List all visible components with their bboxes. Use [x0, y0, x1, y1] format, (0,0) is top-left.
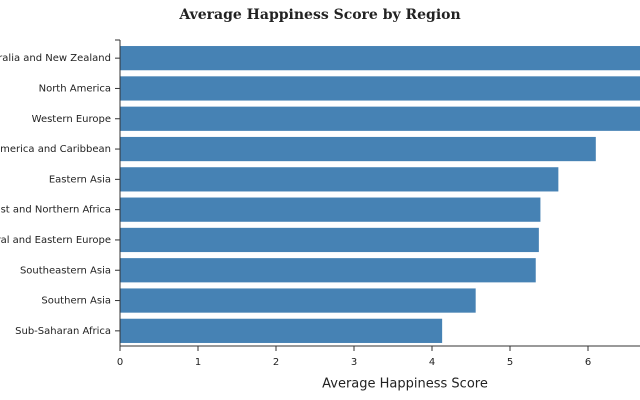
y-tick-label: Central and Eastern Europe: [0, 235, 111, 246]
x-tick-label: 3: [351, 357, 357, 368]
y-tick-label: Latin America and Caribbean: [0, 144, 111, 155]
bar: [120, 318, 443, 343]
bar: [120, 288, 476, 313]
x-tick-label: 0: [117, 357, 123, 368]
y-tick-label: Australia and New Zealand: [0, 53, 111, 64]
x-axis-label: Average Happiness Score: [322, 377, 488, 392]
x-tick-label: 6: [585, 357, 591, 368]
bar: [120, 46, 640, 71]
y-tick-label: Western Europe: [32, 114, 111, 125]
x-tick-label: 2: [273, 357, 279, 368]
bar: [120, 76, 640, 101]
y-tick-label: Southeastern Asia: [20, 265, 111, 276]
y-tick-label: Sub-Saharan Africa: [15, 326, 111, 337]
chart-title: Average Happiness Score by Region: [178, 7, 460, 23]
x-tick-label: 4: [429, 357, 435, 368]
bar: [120, 167, 559, 192]
y-tick-label: North America: [39, 83, 111, 94]
y-tick-label: Eastern Asia: [49, 174, 111, 185]
x-tick-label: 1: [195, 357, 201, 368]
x-tick-label: 5: [507, 357, 513, 368]
bar: [120, 136, 596, 162]
bar: [120, 227, 539, 253]
y-tick-label: Middle East and Northern Africa: [0, 205, 111, 216]
y-tick-label: Southern Asia: [41, 296, 111, 307]
bar: [120, 258, 536, 283]
bar: [120, 106, 640, 131]
bar: [120, 197, 541, 222]
